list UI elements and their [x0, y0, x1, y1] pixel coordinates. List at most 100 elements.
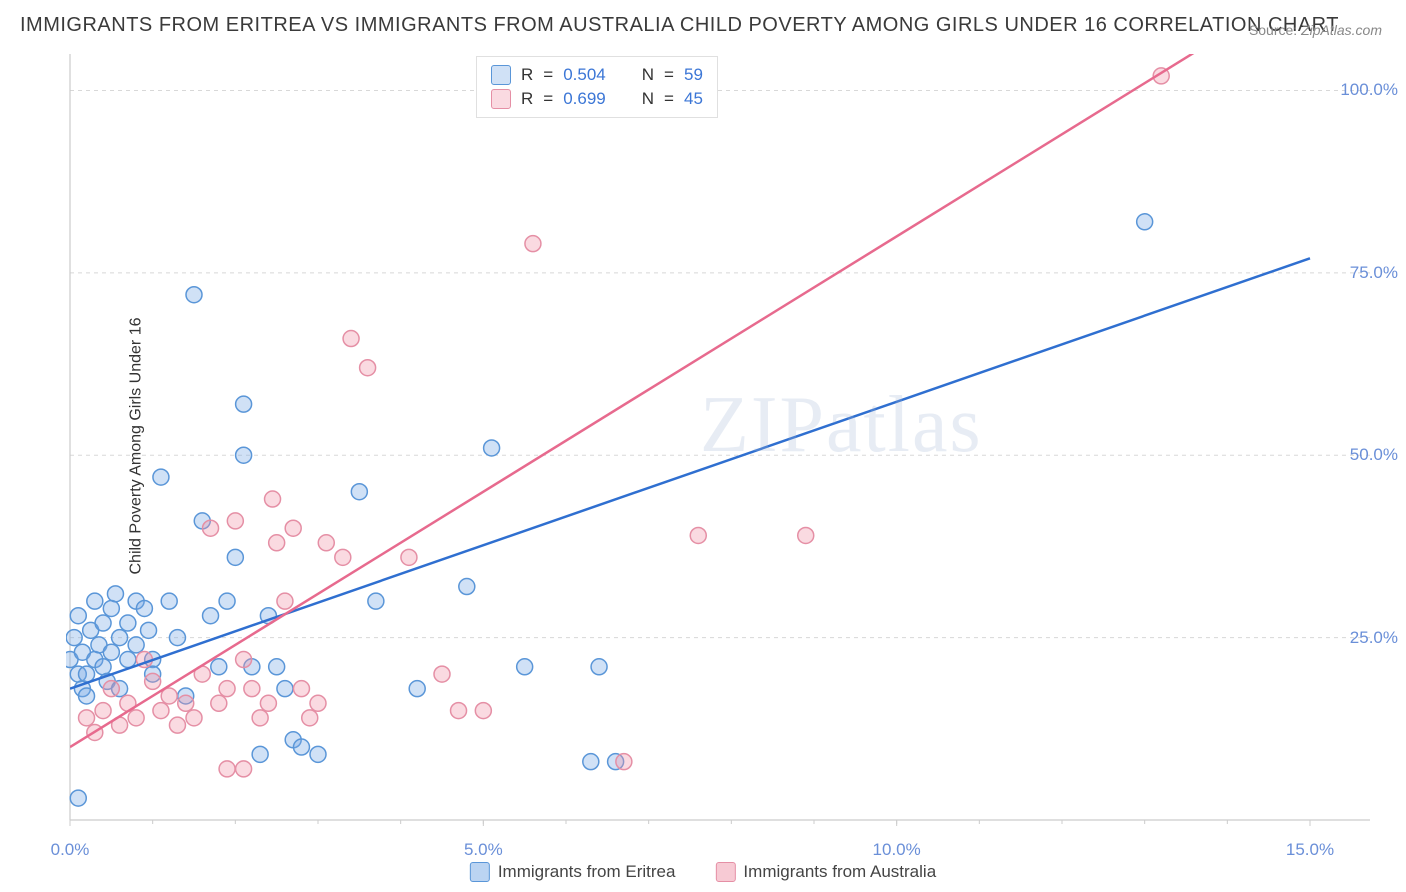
- data-point: [798, 527, 814, 543]
- data-point: [310, 746, 326, 762]
- data-point: [293, 681, 309, 697]
- r-label: R: [521, 89, 533, 109]
- data-point: [107, 586, 123, 602]
- data-point: [475, 703, 491, 719]
- x-tick-label: 5.0%: [464, 840, 503, 860]
- data-point: [277, 593, 293, 609]
- data-point: [690, 527, 706, 543]
- r-value-eritrea: 0.504: [563, 65, 606, 85]
- data-point: [252, 710, 268, 726]
- data-point: [1137, 214, 1153, 230]
- legend-row-australia: R = 0.699 N = 45: [491, 87, 703, 111]
- data-point: [310, 695, 326, 711]
- y-tick-label: 75.0%: [1350, 263, 1398, 283]
- data-point: [211, 695, 227, 711]
- correlation-legend: R = 0.504 N = 59 R = 0.699 N = 45: [476, 56, 718, 118]
- data-point: [227, 513, 243, 529]
- r-value-australia: 0.699: [563, 89, 606, 109]
- series-legend: Immigrants from Eritrea Immigrants from …: [470, 862, 936, 882]
- swatch-australia: [715, 862, 735, 882]
- data-point: [103, 681, 119, 697]
- data-point: [368, 593, 384, 609]
- legend-row-eritrea: R = 0.504 N = 59: [491, 63, 703, 87]
- data-point: [360, 360, 376, 376]
- data-point: [236, 396, 252, 412]
- data-point: [186, 287, 202, 303]
- data-point: [169, 717, 185, 733]
- data-point: [236, 447, 252, 463]
- y-tick-label: 25.0%: [1350, 628, 1398, 648]
- data-point: [293, 739, 309, 755]
- swatch-eritrea: [470, 862, 490, 882]
- data-point: [70, 790, 86, 806]
- data-point: [153, 703, 169, 719]
- data-point: [95, 659, 111, 675]
- x-tick-label: 15.0%: [1286, 840, 1334, 860]
- swatch-eritrea: [491, 65, 511, 85]
- data-point: [186, 710, 202, 726]
- data-point: [269, 535, 285, 551]
- data-point: [103, 644, 119, 660]
- data-point: [285, 520, 301, 536]
- legend-item-australia: Immigrants from Australia: [715, 862, 936, 882]
- data-point: [591, 659, 607, 675]
- series-name-australia: Immigrants from Australia: [743, 862, 936, 882]
- data-point: [277, 681, 293, 697]
- chart-title: IMMIGRANTS FROM ERITREA VS IMMIGRANTS FR…: [20, 14, 1339, 37]
- data-point: [120, 652, 136, 668]
- data-point: [153, 469, 169, 485]
- data-point: [178, 695, 194, 711]
- data-point: [79, 688, 95, 704]
- data-point: [616, 754, 632, 770]
- data-point: [236, 652, 252, 668]
- y-tick-label: 50.0%: [1350, 445, 1398, 465]
- r-label: R: [521, 65, 533, 85]
- data-point: [318, 535, 334, 551]
- swatch-australia: [491, 89, 511, 109]
- data-point: [484, 440, 500, 456]
- series-name-eritrea: Immigrants from Eritrea: [498, 862, 676, 882]
- data-point: [120, 615, 136, 631]
- data-point: [70, 608, 86, 624]
- data-point: [161, 593, 177, 609]
- data-point: [128, 710, 144, 726]
- data-point: [236, 761, 252, 777]
- source-attribution: Source: ZipAtlas.com: [1249, 22, 1382, 38]
- data-point: [141, 622, 157, 638]
- data-point: [401, 549, 417, 565]
- data-point: [211, 659, 227, 675]
- equals-sign: =: [664, 65, 674, 85]
- data-point: [343, 331, 359, 347]
- equals-sign: =: [543, 89, 553, 109]
- n-label: N: [642, 65, 654, 85]
- data-point: [434, 666, 450, 682]
- data-point: [169, 630, 185, 646]
- data-point: [583, 754, 599, 770]
- data-point: [219, 593, 235, 609]
- scatter-chart: [66, 50, 1380, 860]
- data-point: [95, 615, 111, 631]
- data-point: [112, 630, 128, 646]
- data-point: [95, 703, 111, 719]
- data-point: [265, 491, 281, 507]
- data-point: [136, 600, 152, 616]
- data-point: [409, 681, 425, 697]
- data-point: [269, 659, 285, 675]
- n-label: N: [642, 89, 654, 109]
- x-tick-label: 0.0%: [51, 840, 90, 860]
- y-tick-label: 100.0%: [1340, 80, 1398, 100]
- data-point: [203, 520, 219, 536]
- equals-sign: =: [543, 65, 553, 85]
- n-value-australia: 45: [684, 89, 703, 109]
- x-tick-label: 10.0%: [873, 840, 921, 860]
- data-point: [103, 600, 119, 616]
- data-point: [66, 630, 82, 646]
- legend-item-eritrea: Immigrants from Eritrea: [470, 862, 676, 882]
- data-point: [459, 579, 475, 595]
- data-point: [260, 695, 276, 711]
- data-point: [219, 681, 235, 697]
- data-point: [79, 710, 95, 726]
- n-value-eritrea: 59: [684, 65, 703, 85]
- data-point: [203, 608, 219, 624]
- data-point: [451, 703, 467, 719]
